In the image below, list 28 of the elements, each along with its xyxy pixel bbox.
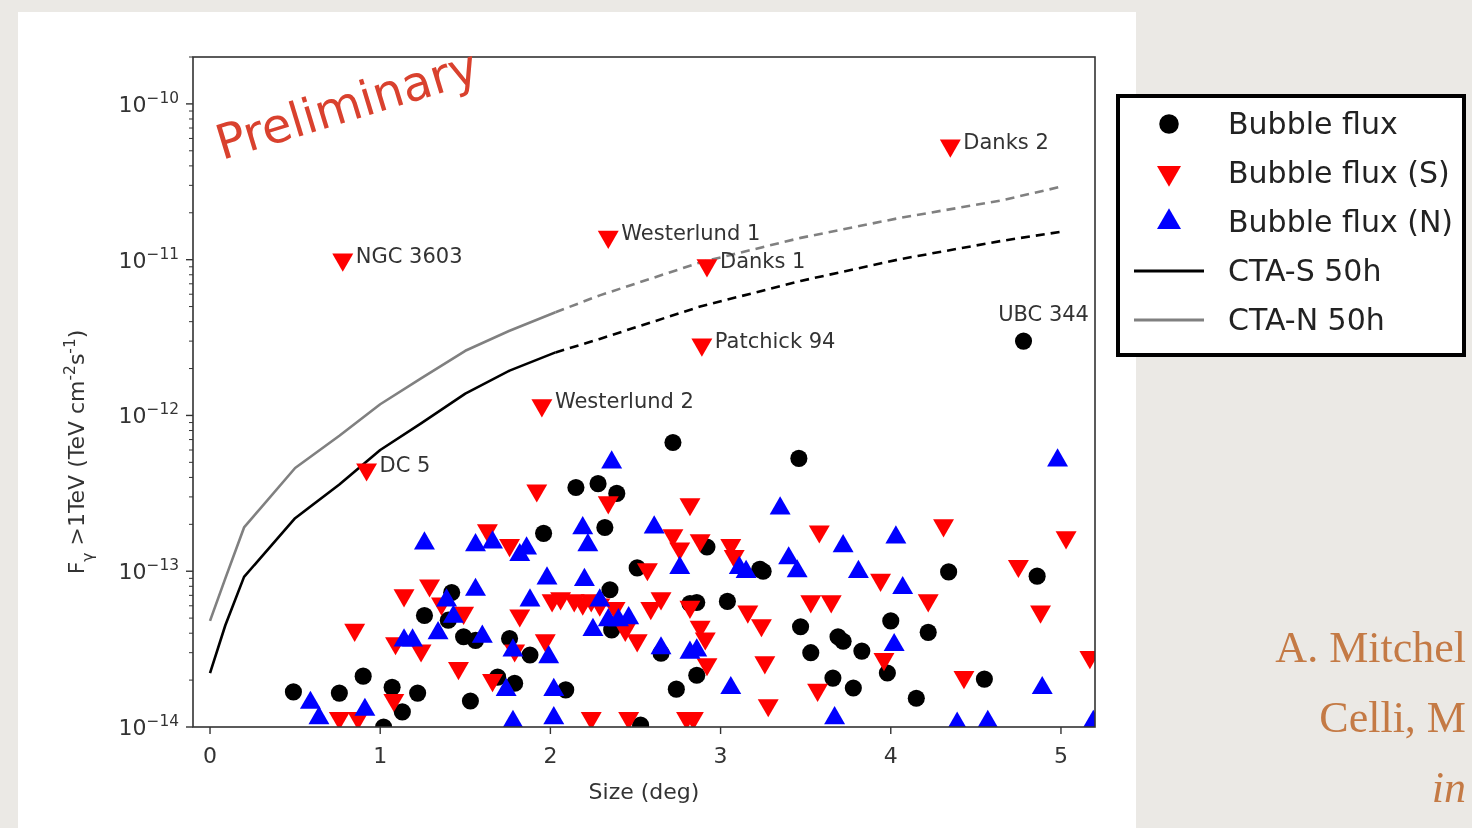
x-tick-label: 3 xyxy=(713,743,728,768)
legend-label: Bubble flux xyxy=(1228,106,1398,141)
legend-label: Bubble flux (S) xyxy=(1228,155,1450,190)
annotation: NGC 3603 xyxy=(355,243,463,268)
text: Celli, M xyxy=(1319,693,1466,742)
x-tick-label: 4 xyxy=(883,743,898,768)
annotation: Danks 1 xyxy=(719,249,806,274)
y-tick-label: 10$^{−10}$ xyxy=(118,88,179,117)
annotation: Patchick 94 xyxy=(714,328,836,353)
text: A. Mitchel xyxy=(1275,623,1466,672)
y-tick-label: 10$^{−11}$ xyxy=(118,244,179,273)
annotation: DC 5 xyxy=(379,453,431,478)
y-tick-label: 10$^{−13}$ xyxy=(118,556,179,585)
annotation: Danks 2 xyxy=(963,129,1049,154)
x-axis-title: Size (deg) xyxy=(588,779,700,804)
legend-label: Bubble flux (N) xyxy=(1228,204,1454,239)
legend-label: CTA-S 50h xyxy=(1228,253,1382,288)
x-tick-label: 2 xyxy=(543,743,558,768)
text: in xyxy=(1431,763,1466,812)
y-tick-label: 10$^{−12}$ xyxy=(118,400,179,429)
legend-label: CTA-N 50h xyxy=(1228,302,1385,337)
y-tick-label: 10$^{−14}$ xyxy=(118,712,179,740)
annotation: Westerlund 1 xyxy=(621,220,761,245)
annotation: Westerlund 2 xyxy=(554,389,694,414)
x-tick-label: 0 xyxy=(203,743,218,768)
annotation: UBC 344 xyxy=(998,302,1089,327)
x-tick-label: 1 xyxy=(373,743,388,768)
x-tick-label: 5 xyxy=(1053,743,1068,768)
